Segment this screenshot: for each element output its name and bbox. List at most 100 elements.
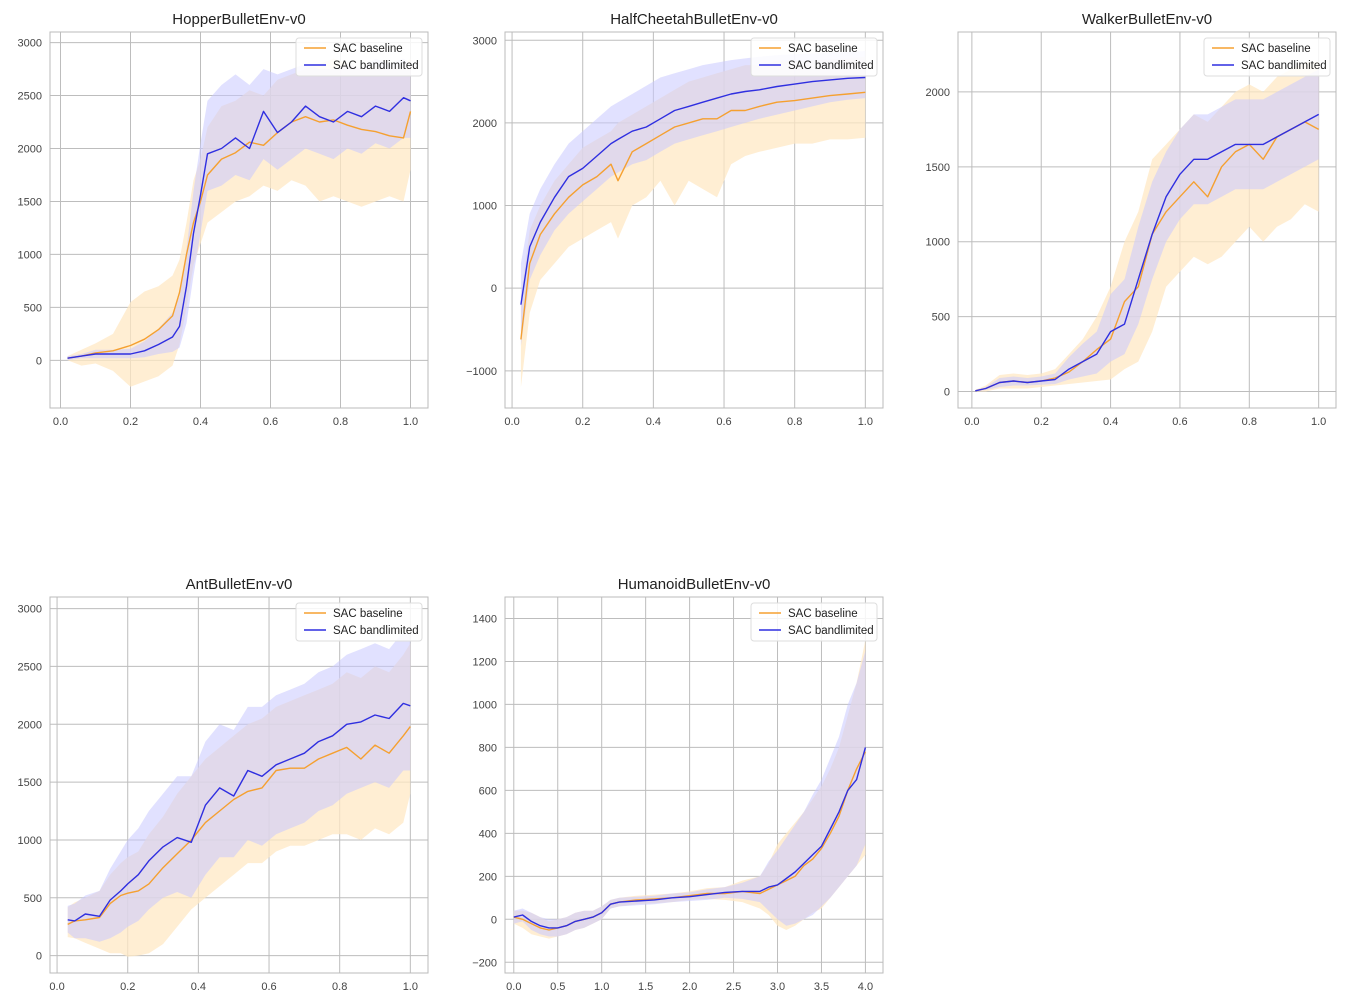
humanoid-xtick-label: 3.0 <box>770 981 785 993</box>
halfcheetah-xtick-label: 0.6 <box>716 416 731 428</box>
walker-xtick-label: 0.0 <box>964 416 979 428</box>
walker-legend: SAC baseline SAC bandlimited <box>1203 37 1331 77</box>
humanoid-xtick-label: 2.0 <box>682 981 697 993</box>
halfcheetah-xtick-label: 0.8 <box>787 416 802 428</box>
hopper-xtick-label: 0.4 <box>193 416 208 428</box>
humanoid-band-sac-bandlimited <box>513 650 866 937</box>
hopper-legend-box <box>295 37 423 77</box>
halfcheetah-ytick-label: 2000 <box>473 118 497 130</box>
walker-legend-label-sac-baseline: SAC baseline <box>1241 43 1311 55</box>
humanoid-ytick-label: 0 <box>491 914 497 926</box>
humanoid-chart-svg: HumanoidBulletEnv-v0 0.0 0.5 1.0 1.5 2.0 2.5 3.… <box>472 576 884 993</box>
humanoid-legend-label-sac-bandlimited: SAC bandlimited <box>788 625 874 637</box>
humanoid-xtick-label: 0.5 <box>550 981 565 993</box>
halfcheetah-legend-label-sac-bandlimited: SAC bandlimited <box>788 60 874 72</box>
ant-data-layer <box>67 631 411 957</box>
halfcheetah-data-layer <box>520 51 866 388</box>
halfcheetah-xtick-label: 0.0 <box>504 416 519 428</box>
halfcheetah-line-sac-baseline <box>520 91 866 340</box>
humanoid-axes-frame <box>504 596 884 974</box>
walker-data-layer <box>975 62 1320 392</box>
walker-chart-title: WalkerBulletEnv-v0 <box>1082 11 1212 28</box>
halfcheetah-axes-frame <box>504 31 884 409</box>
walker-ytick-label: 1500 <box>926 162 950 174</box>
humanoid-ytick-label: 200 <box>479 871 497 883</box>
ant-ytick-label: 500 <box>24 893 42 905</box>
walker-axes-frame <box>957 31 1337 409</box>
hopper-chart-title: HopperBulletEnv-v0 <box>172 11 305 28</box>
humanoid-ytick-label: 1000 <box>473 699 497 711</box>
hopper-ytick-label: 2500 <box>18 91 42 103</box>
hopper-legend-label-sac-baseline: SAC baseline <box>333 43 403 55</box>
halfcheetah-ytick-label: 3000 <box>473 35 497 47</box>
humanoid-chart-title: HumanoidBulletEnv-v0 <box>618 576 771 593</box>
ant-axes-frame <box>49 596 429 974</box>
ant-ytick-label: 3000 <box>18 604 42 616</box>
halfcheetah-legend: SAC baseline SAC bandlimited <box>750 37 878 77</box>
walker-ytick-label: 1000 <box>926 237 950 249</box>
humanoid-xtick-label: 1.5 <box>638 981 653 993</box>
walker-ytick-label: 500 <box>932 312 950 324</box>
hopper-xtick-label: 0.0 <box>53 416 68 428</box>
walker-line-sac-bandlimited <box>975 113 1320 392</box>
halfcheetah-legend-label-sac-baseline: SAC baseline <box>788 43 858 55</box>
walker-ytick-label: 2000 <box>926 87 950 99</box>
humanoid-ytick-label: 400 <box>479 828 497 840</box>
ant-legend-box <box>295 602 423 642</box>
walker-legend-label-sac-bandlimited: SAC bandlimited <box>1241 60 1327 72</box>
hopper-xtick-label: 0.6 <box>263 416 278 428</box>
humanoid-ytick-label: 1400 <box>473 613 497 625</box>
chart-panel-walker: WalkerBulletEnv-v0 0.0 0.2 0.4 0.6 0.8 1.0 0 500… <box>908 0 1348 430</box>
ant-line-sac-baseline <box>67 726 411 926</box>
humanoid-data-layer <box>513 640 867 939</box>
hopper-ytick-label: 500 <box>24 302 42 314</box>
ant-xtick-label: 0.6 <box>261 981 276 993</box>
hopper-ytick-label: 1500 <box>18 196 42 208</box>
halfcheetah-ytick-label: −1000 <box>466 366 497 378</box>
hopper-axes-frame <box>49 31 429 409</box>
halfcheetah-ytick-label: 0 <box>491 283 497 295</box>
chart-panel-halfcheetah: HalfCheetahBulletEnv-v0 0.0 0.2 0.4 0.6 0.8 1.… <box>455 0 895 430</box>
humanoid-xtick-label: 3.5 <box>814 981 829 993</box>
ant-ytick-label: 1000 <box>18 835 42 847</box>
hopper-line-sac-baseline <box>67 111 412 359</box>
halfcheetah-chart-title: HalfCheetahBulletEnv-v0 <box>610 11 778 28</box>
hopper-xtick-label: 1.0 <box>403 416 418 428</box>
hopper-legend-label-sac-bandlimited: SAC bandlimited <box>333 60 419 72</box>
halfcheetah-ytick-label: 1000 <box>473 201 497 213</box>
humanoid-ytick-label: 600 <box>479 785 497 797</box>
ant-xtick-label: 0.2 <box>120 981 135 993</box>
walker-xtick-label: 1.0 <box>1311 416 1326 428</box>
halfcheetah-xtick-label: 0.2 <box>575 416 590 428</box>
ant-ytick-label: 1500 <box>18 777 42 789</box>
humanoid-xtick-label: 4.0 <box>858 981 873 993</box>
halfcheetah-chart-svg: HalfCheetahBulletEnv-v0 0.0 0.2 0.4 0.6 0.8 1.… <box>466 11 884 428</box>
walker-xtick-label: 0.6 <box>1172 416 1187 428</box>
ant-line-sac-bandlimited <box>67 702 411 922</box>
humanoid-legend-label-sac-baseline: SAC baseline <box>788 608 858 620</box>
ant-xtick-label: 1.0 <box>403 981 418 993</box>
halfcheetah-line-sac-bandlimited <box>520 76 866 305</box>
hopper-ytick-label: 3000 <box>18 38 42 50</box>
walker-ytick-label: 0 <box>944 387 950 399</box>
halfcheetah-legend-box <box>750 37 878 77</box>
ant-ytick-label: 2000 <box>18 719 42 731</box>
humanoid-line-sac-bandlimited <box>513 747 867 929</box>
ant-legend-label-sac-bandlimited: SAC bandlimited <box>333 625 419 637</box>
ant-xtick-label: 0.4 <box>191 981 206 993</box>
hopper-line-sac-bandlimited <box>67 96 411 359</box>
hopper-ytick-label: 0 <box>36 355 42 367</box>
humanoid-legend: SAC baseline SAC bandlimited <box>750 602 878 642</box>
walker-band-sac-bandlimited <box>975 69 1319 392</box>
humanoid-xtick-label: 2.5 <box>726 981 741 993</box>
walker-chart-svg: WalkerBulletEnv-v0 0.0 0.2 0.4 0.6 0.8 1.0 0 500… <box>926 11 1337 428</box>
humanoid-xtick-label: 0.0 <box>506 981 521 993</box>
ant-ytick-label: 2500 <box>18 661 42 673</box>
hopper-data-layer <box>67 58 412 387</box>
hopper-legend: SAC baseline SAC bandlimited <box>295 37 423 77</box>
hopper-xtick-label: 0.8 <box>333 416 348 428</box>
hopper-ytick-label: 1000 <box>18 249 42 261</box>
ant-xtick-label: 0.0 <box>49 981 64 993</box>
ant-legend-label-sac-baseline: SAC baseline <box>333 608 403 620</box>
ant-legend: SAC baseline SAC bandlimited <box>295 602 423 642</box>
